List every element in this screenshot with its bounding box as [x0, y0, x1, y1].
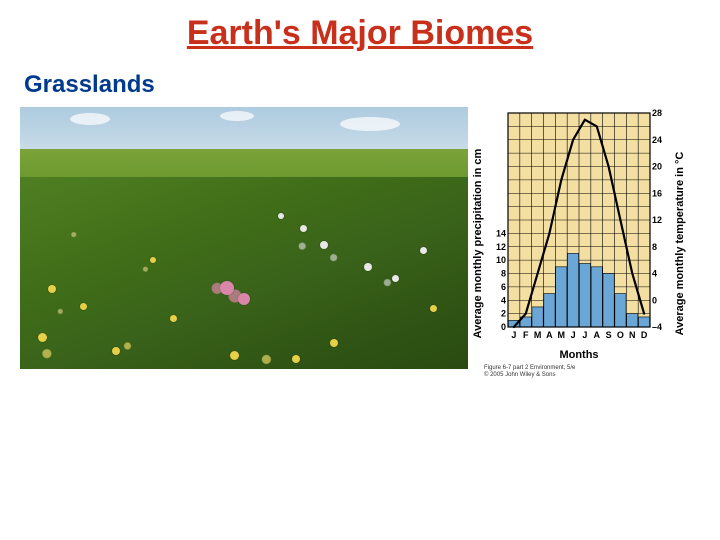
svg-text:6: 6 — [501, 282, 506, 292]
photo-cloud — [70, 113, 110, 125]
photo-flower — [292, 355, 300, 363]
svg-text:2: 2 — [501, 309, 506, 319]
svg-text:0: 0 — [652, 295, 657, 305]
photo-flower — [150, 257, 156, 263]
photo-flower — [320, 241, 328, 249]
svg-text:N: N — [629, 330, 636, 340]
svg-text:M: M — [558, 330, 566, 340]
svg-text:O: O — [617, 330, 624, 340]
svg-text:12: 12 — [496, 242, 506, 252]
photo-cloud — [220, 111, 254, 121]
svg-text:10: 10 — [496, 255, 506, 265]
svg-text:M: M — [534, 330, 542, 340]
photo-flower — [38, 333, 47, 342]
temp-axis-label: Average monthly temperature in °C — [674, 107, 686, 379]
photo-flower — [420, 247, 427, 254]
svg-text:F: F — [523, 330, 529, 340]
caption-line-2: © 2005 John Wiley & Sons — [484, 372, 674, 379]
figure-caption: Figure 6-7 part 2 Environment, 5/e © 200… — [484, 365, 674, 379]
photo-flower — [238, 293, 250, 305]
photo-flower — [430, 305, 437, 312]
svg-text:14: 14 — [496, 228, 506, 238]
svg-text:4: 4 — [652, 269, 657, 279]
photo-horizon — [20, 149, 468, 177]
page-title: Earth's Major Biomes — [0, 0, 720, 53]
svg-text:20: 20 — [652, 162, 662, 172]
svg-text:8: 8 — [501, 269, 506, 279]
photo-cloud — [340, 117, 400, 131]
precip-axis-label: Average monthly precipitation in cm — [472, 107, 484, 379]
climograph-plot: 02468101214–40481216202428JFMAMJJASOND — [484, 107, 674, 347]
svg-text:J: J — [582, 330, 587, 340]
svg-text:24: 24 — [652, 135, 662, 145]
svg-text:A: A — [546, 330, 553, 340]
svg-text:J: J — [511, 330, 516, 340]
months-axis-label: Months — [484, 349, 674, 361]
photo-flower — [220, 281, 234, 295]
photo-flower — [300, 225, 307, 232]
climograph-svg: 02468101214–40481216202428JFMAMJJASOND — [484, 107, 674, 347]
photo-flower — [330, 339, 338, 347]
photo-flower — [48, 285, 56, 293]
photo-flower — [364, 263, 372, 271]
photo-flower — [112, 347, 120, 355]
svg-text:–4: –4 — [652, 322, 662, 332]
svg-text:28: 28 — [652, 108, 662, 118]
photo-flower — [278, 213, 284, 219]
svg-text:A: A — [594, 330, 601, 340]
photo-flower — [392, 275, 399, 282]
photo-flower — [230, 351, 239, 360]
svg-text:4: 4 — [501, 295, 506, 305]
svg-text:D: D — [641, 330, 648, 340]
photo-flower — [80, 303, 87, 310]
svg-text:J: J — [571, 330, 576, 340]
photo-grass — [20, 177, 468, 369]
section-subtitle: Grasslands — [0, 53, 720, 99]
grassland-photo — [20, 107, 468, 369]
svg-text:S: S — [606, 330, 612, 340]
svg-text:12: 12 — [652, 215, 662, 225]
svg-text:16: 16 — [652, 188, 662, 198]
content-row: Average monthly precipitation in cm 0246… — [0, 99, 720, 379]
svg-text:8: 8 — [652, 242, 657, 252]
photo-flower — [170, 315, 177, 322]
svg-text:0: 0 — [501, 322, 506, 332]
climograph-container: Average monthly precipitation in cm 0246… — [472, 107, 686, 379]
